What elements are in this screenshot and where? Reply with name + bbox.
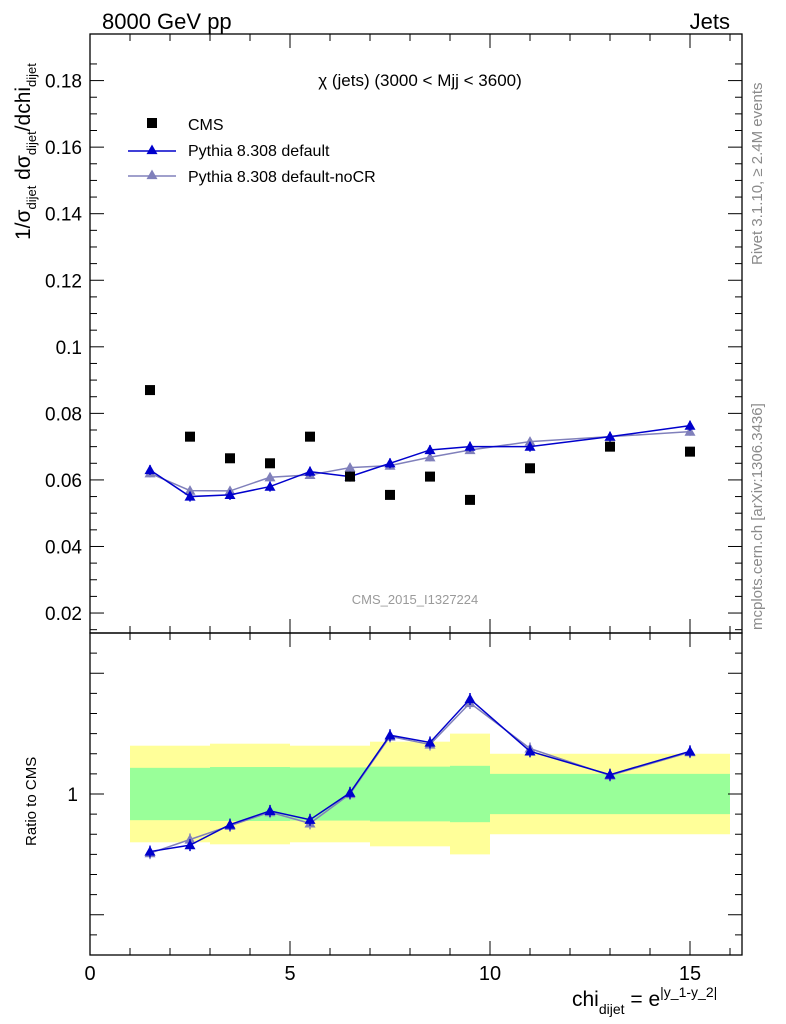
main-y-tick-label: 0.04 — [45, 537, 82, 558]
point-default — [524, 441, 536, 451]
legend-label-default: Pythia 8.308 default — [188, 143, 330, 160]
ratio-band-inner — [210, 767, 250, 821]
panel-title: χ (jets) (3000 < Mjj < 3600) — [318, 71, 522, 90]
ratio-y-tick-label: 1 — [67, 785, 78, 806]
energy-label: 8000 GeV pp — [102, 9, 232, 34]
mcplots-label: mcplots.cern.ch [arXiv:1306.3436] — [749, 403, 766, 630]
main-y-tick-label: 0.16 — [45, 138, 82, 159]
ratio-point-default — [524, 745, 536, 756]
watermark-label: CMS_2015_I1327224 — [352, 592, 479, 607]
point-default — [184, 491, 196, 501]
main-y-tick-label: 0.02 — [45, 604, 82, 625]
main-y-tick-label: 0.1 — [56, 338, 82, 359]
ratio-band-inner — [370, 766, 410, 822]
point-cms — [145, 385, 155, 396]
ratio-point-default — [684, 745, 696, 756]
ratio-point-default — [304, 814, 316, 824]
point-cms — [305, 431, 315, 442]
point-cms — [185, 431, 195, 442]
ratio-point-default — [344, 787, 356, 797]
legend-label-noCR: Pythia 8.308 default-noCR — [188, 169, 376, 186]
x-axis-label: chidijet = e|y_1-y_2| — [572, 984, 717, 1017]
x-tick-label: 0 — [84, 963, 95, 985]
ratio-band-inner — [650, 773, 730, 815]
point-default — [224, 489, 236, 500]
ratio-band-inner — [410, 766, 450, 822]
point-cms — [605, 441, 615, 452]
legend-marker-noCR — [146, 169, 158, 180]
legend-marker-default — [146, 144, 158, 155]
point-noCR — [424, 451, 436, 462]
series-layer — [144, 385, 696, 860]
point-default — [684, 420, 696, 430]
point-cms — [265, 458, 275, 469]
point-default — [144, 464, 156, 475]
main-y-tick-label: 0.12 — [45, 271, 82, 292]
axis-ticks: 0.02 0.04 0.06 0.08 0.1 0.12 0.14 0.16 0.18 0 5 10 1… — [45, 34, 742, 985]
point-cms — [425, 471, 435, 482]
point-noCR — [184, 485, 196, 495]
point-cms — [685, 446, 695, 457]
x-tick-label: 10 — [479, 963, 501, 985]
ratio-bands — [130, 733, 730, 855]
ratio-point-default — [144, 846, 156, 856]
x-tick-label: 5 — [284, 963, 295, 985]
main-y-axis-label: 1/σdijet dσdijet/dchidijet — [12, 63, 39, 240]
main-y-tick-label: 0.18 — [45, 72, 82, 93]
ratio-band-inner — [450, 765, 490, 823]
point-noCR — [524, 436, 536, 446]
main-y-tick-label: 0.06 — [45, 471, 82, 492]
ratio-point-default — [184, 839, 196, 850]
point-default — [464, 441, 476, 451]
ratio-band-inner — [170, 767, 210, 821]
main-y-tick-label: 0.14 — [45, 205, 82, 226]
point-default — [604, 431, 616, 441]
x-tick-label: 15 — [679, 963, 701, 985]
ratio-point-default — [264, 805, 276, 816]
point-default — [264, 481, 276, 491]
point-default — [424, 444, 436, 455]
ratio-point-default — [384, 729, 396, 740]
point-noCR — [344, 462, 356, 472]
series-line-default — [149, 424, 691, 498]
point-cms — [345, 471, 355, 482]
ratio-point-default — [604, 769, 616, 779]
legend-marker-cms — [147, 118, 157, 128]
ratio-point-default — [424, 736, 436, 747]
main-y-tick-label: 0.08 — [45, 404, 82, 425]
ratio-band-inner — [490, 773, 570, 815]
point-cms — [525, 463, 535, 474]
point-noCR — [264, 471, 276, 482]
point-noCR — [684, 426, 696, 436]
point-cms — [225, 453, 235, 464]
ratio-point-noCR — [184, 833, 196, 844]
ratio-y-axis-label: Ratio to CMS — [23, 757, 40, 846]
point-cms — [385, 489, 395, 500]
ratio-line-default — [149, 697, 691, 853]
ratio-band-inner — [130, 767, 170, 821]
point-cms — [465, 494, 475, 505]
point-default — [384, 457, 396, 468]
ratio-band-inner — [290, 767, 330, 821]
point-default — [304, 466, 316, 476]
rivet-label: Rivet 3.1.10, ≥ 2.4M events — [749, 83, 766, 266]
legend-label-cms: CMS — [188, 117, 224, 134]
process-label: Jets — [690, 9, 730, 34]
ratio-point-default — [464, 693, 476, 704]
ratio-point-default — [224, 819, 236, 829]
series-line-noCR — [149, 430, 691, 492]
legend: CMS Pythia 8.308 default Pythia 8.308 defa… — [128, 117, 376, 186]
